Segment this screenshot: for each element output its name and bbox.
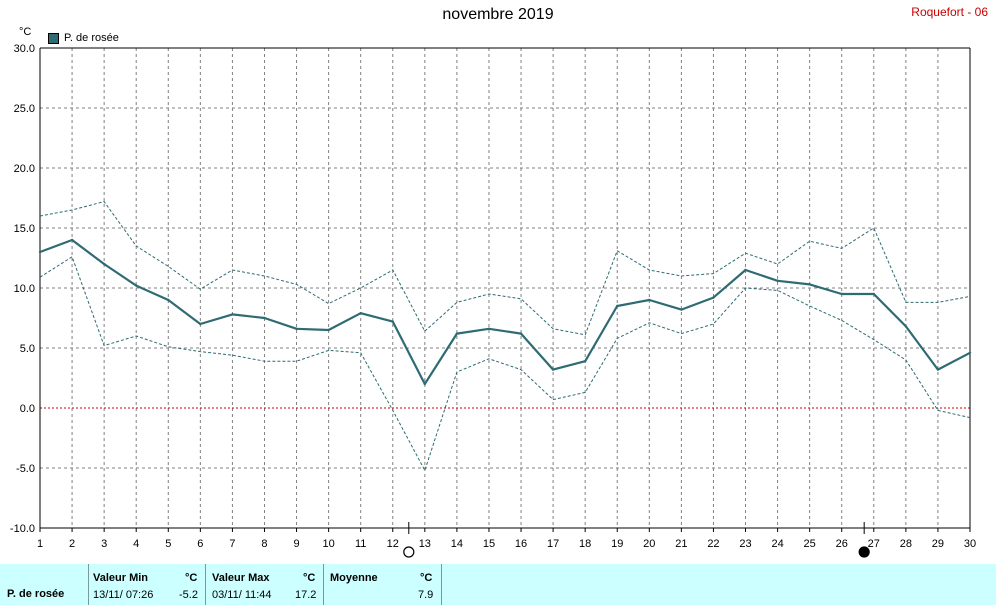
data-point (712, 296, 715, 299)
y-tick-label: 20.0 (14, 163, 35, 175)
data-point (648, 298, 651, 302)
dew-point-min-line (39, 256, 971, 472)
x-tick-label: 10 (322, 538, 334, 550)
x-tick-label: 17 (547, 538, 559, 550)
x-tick-label: 22 (707, 538, 719, 550)
y-tick-label: 30.0 (14, 43, 35, 55)
chart-title: novembre 2019 (442, 6, 554, 23)
min-header: Valeur Min (93, 572, 149, 584)
stats-avg-cell: Moyenne °C 7.9 (324, 564, 442, 605)
x-tick-label: 25 (804, 538, 816, 550)
min-unit: °C (185, 572, 198, 584)
x-tick-label: 23 (739, 538, 751, 550)
data-point (167, 298, 170, 302)
stats-min-cell: Valeur Min °C 13/11/ 07:26 -5.2 (89, 564, 206, 605)
data-point (872, 292, 875, 296)
x-tick-label: 7 (229, 538, 235, 550)
x-tick-label: 15 (483, 538, 495, 550)
y-tick-label: -10.0 (10, 523, 35, 535)
dew-point-max-line (39, 201, 971, 336)
x-tick-label: 24 (771, 538, 783, 550)
data-point (359, 312, 362, 315)
x-tick-label: 5 (165, 538, 171, 550)
data-point (231, 313, 234, 316)
stats-max-cell: Valeur Max °C 03/11/ 11:44 17.2 (206, 564, 324, 605)
stats-panel: P. de rosée Valeur Min °C 13/11/ 07:26 -… (0, 564, 996, 605)
full-moon-icon (403, 546, 415, 558)
new-moon-icon (858, 546, 870, 558)
y-tick-label: 10.0 (14, 283, 35, 295)
x-tick-label: 27 (868, 538, 880, 550)
data-point (968, 351, 972, 354)
x-tick-label: 13 (419, 538, 431, 550)
x-tick-label: 18 (579, 538, 591, 550)
data-point (808, 283, 811, 286)
y-tick-label: 0.0 (20, 403, 35, 415)
data-point (38, 250, 42, 254)
data-point (327, 328, 330, 332)
data-point (519, 332, 523, 335)
x-tick-label: 16 (515, 538, 527, 550)
x-tick-label: 4 (133, 538, 139, 550)
data-point (487, 327, 491, 330)
min-date: 13/11/ 07:26 (93, 589, 154, 601)
avg-value: 7.9 (418, 589, 434, 601)
x-tick-label: 11 (355, 538, 366, 550)
data-point (936, 368, 940, 371)
data-point (295, 327, 298, 330)
x-tick-label: 28 (900, 538, 912, 550)
data-point (135, 284, 138, 287)
data-point (776, 279, 779, 282)
min-value: -5.2 (179, 589, 198, 601)
x-tick-label: 29 (932, 538, 944, 550)
y-axis-unit: °C (19, 26, 32, 38)
x-tick-label: 8 (261, 538, 267, 550)
data-point (904, 325, 908, 328)
x-tick-label: 9 (293, 538, 299, 550)
data-point (423, 382, 427, 386)
data-point (391, 320, 394, 323)
x-tick-label: 3 (101, 538, 107, 550)
x-tick-label: 6 (197, 538, 203, 550)
avg-header: Moyenne (330, 572, 378, 584)
legend: P. de rosée (48, 32, 119, 44)
x-tick-label: 21 (675, 538, 687, 550)
data-point (551, 368, 555, 371)
max-unit: °C (303, 572, 316, 584)
data-point (199, 322, 202, 326)
dew-point-chart: 30.025.020.015.010.05.00.0-5.0-10.01 2 3 4 5… (10, 43, 976, 558)
station-name: Roquefort - 06 (911, 5, 988, 19)
stats-row-label-cell: P. de rosée (0, 564, 89, 605)
legend-swatch (48, 32, 59, 44)
data-point (102, 262, 106, 266)
stats-row-label: P. de rosée (7, 588, 65, 600)
max-value: 17.2 (295, 589, 317, 601)
legend-label: P. de rosée (64, 32, 119, 44)
y-tick-label: 5.0 (20, 343, 35, 355)
x-tick-label: 2 (69, 538, 75, 550)
y-tick-label: -5.0 (16, 463, 35, 475)
avg-unit: °C (420, 572, 433, 584)
data-point (263, 316, 266, 320)
dew-point-mean-line (39, 238, 971, 386)
max-header: Valeur Max (212, 572, 270, 584)
x-tick-label: 19 (611, 538, 623, 550)
x-tick-label: 14 (451, 538, 463, 550)
data-point (840, 292, 843, 296)
x-tick-label: 26 (836, 538, 848, 550)
data-point (616, 304, 619, 308)
max-date: 03/11/ 11:44 (212, 589, 272, 601)
data-point (744, 268, 747, 272)
data-point (70, 238, 74, 242)
y-tick-label: 15.0 (14, 223, 35, 235)
data-point (680, 308, 683, 311)
x-tick-label: 30 (964, 538, 976, 550)
data-point (455, 332, 459, 335)
x-tick-label: 1 (37, 538, 43, 550)
x-tick-label: 20 (643, 538, 655, 550)
x-tick-label: 12 (387, 538, 399, 550)
y-tick-label: 25.0 (14, 103, 35, 115)
data-point (583, 360, 587, 363)
